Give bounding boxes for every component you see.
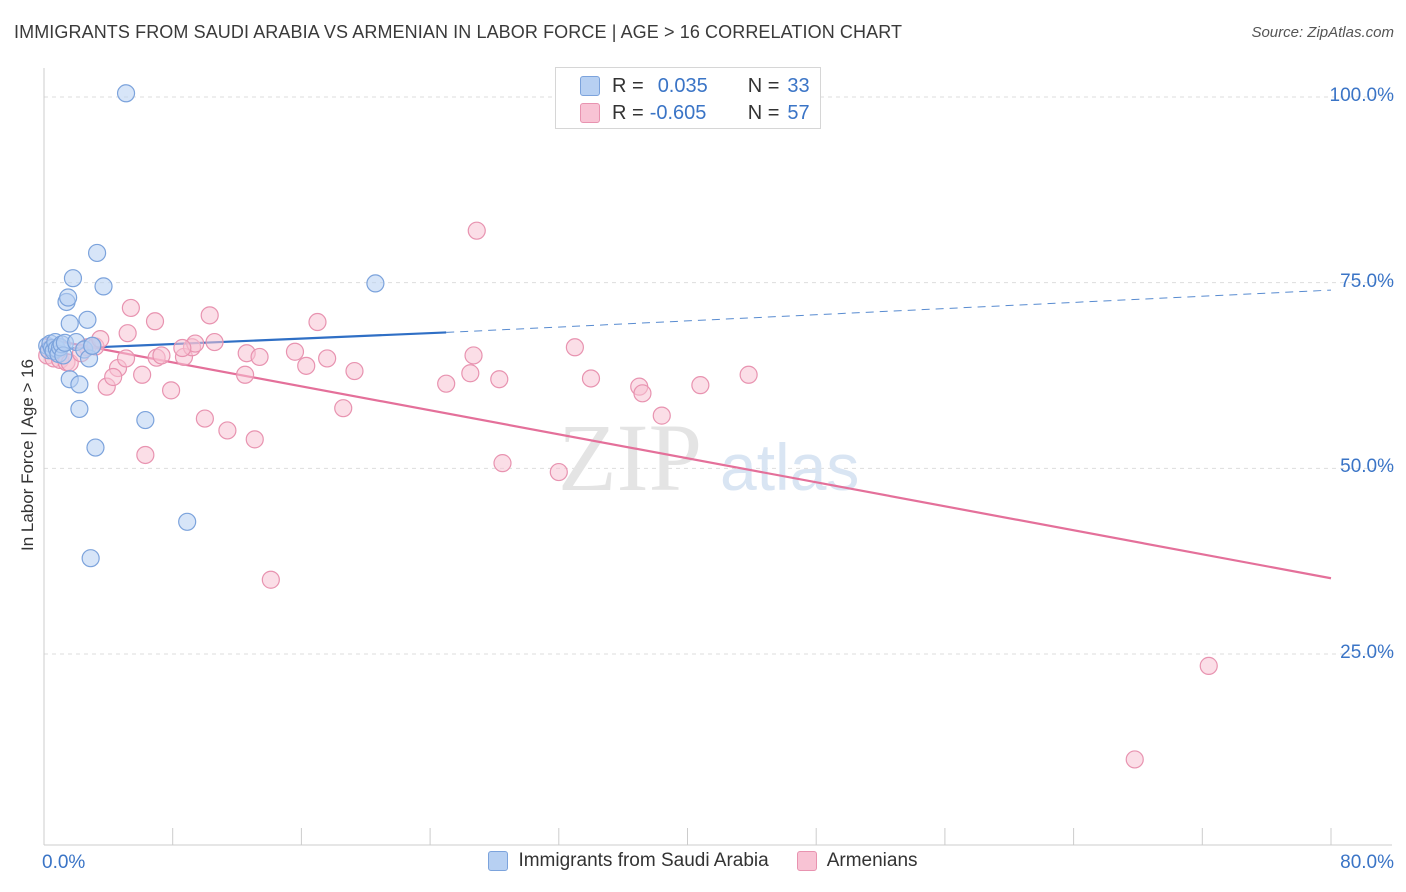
- point-armenian: [136, 445, 155, 465]
- stats-legend: R = 0.035 N = 33 R = -0.605 N = 57: [555, 67, 821, 129]
- point-armenian: [493, 454, 512, 473]
- watermark-atlas: atlas: [720, 430, 859, 504]
- y-tick-label: 100.0%: [1329, 85, 1394, 106]
- n-value: 57: [787, 101, 810, 124]
- point-saudi: [87, 243, 107, 263]
- point-saudi: [83, 336, 102, 355]
- axes: [43, 68, 1392, 846]
- point-armenian: [200, 306, 219, 325]
- r-label: R =: [612, 74, 644, 97]
- point-armenian: [133, 365, 152, 384]
- chart-title: IMMIGRANTS FROM SAUDI ARABIA VS ARMENIAN…: [14, 22, 903, 42]
- point-saudi: [60, 314, 79, 333]
- stats-swatch-pink: [580, 103, 600, 123]
- trend-line-saudi: [43, 331, 447, 351]
- point-armenian: [152, 346, 171, 365]
- y-tick-label: 50.0%: [1340, 456, 1394, 478]
- point-armenian: [1125, 750, 1144, 769]
- y-tick-label: 75.0%: [1340, 270, 1394, 292]
- point-armenian: [467, 221, 486, 240]
- point-armenian: [121, 298, 140, 318]
- point-saudi: [136, 410, 155, 430]
- point-armenian: [691, 376, 710, 395]
- point-armenian: [437, 374, 456, 393]
- data-points: [38, 84, 1218, 769]
- point-armenian: [318, 349, 337, 368]
- x-tick-label: 80.0%: [1340, 852, 1394, 873]
- point-armenian: [549, 462, 568, 482]
- point-armenian: [308, 312, 327, 332]
- legend-label-saudi: Immigrants from Saudi Arabia: [518, 850, 769, 871]
- point-saudi: [59, 288, 78, 307]
- stats-row-armenian: R = -0.605 N = 57: [580, 100, 810, 126]
- point-armenian: [173, 338, 192, 358]
- legend-swatch-blue: [488, 851, 509, 871]
- legend-swatch-pink: [796, 851, 817, 871]
- point-armenian: [261, 570, 280, 589]
- point-armenian: [345, 361, 364, 381]
- point-armenian: [652, 406, 671, 425]
- point-armenian: [145, 312, 165, 331]
- point-armenian: [581, 369, 601, 388]
- point-armenian: [739, 365, 758, 384]
- y-tick-label: 25.0%: [1340, 642, 1394, 663]
- point-armenian: [334, 399, 353, 418]
- x-tick-label: 0.0%: [42, 852, 86, 873]
- point-armenian: [116, 349, 136, 368]
- trend-line-saudi-extension: [446, 289, 1332, 333]
- point-saudi: [366, 274, 385, 293]
- point-saudi: [94, 277, 113, 296]
- point-armenian: [245, 430, 264, 449]
- point-saudi: [81, 549, 100, 568]
- point-saudi: [178, 512, 197, 531]
- legend-item-saudi[interactable]: Immigrants from Saudi Arabia: [488, 850, 769, 872]
- legend-item-armenians[interactable]: Armenians: [796, 850, 918, 872]
- point-saudi: [86, 438, 105, 457]
- point-armenian: [633, 384, 652, 403]
- point-armenian: [250, 347, 269, 367]
- r-value: -0.605: [649, 101, 707, 124]
- point-saudi: [63, 269, 83, 288]
- point-armenian: [195, 409, 214, 428]
- watermark: ZIP atlas: [558, 404, 859, 511]
- n-label: N =: [747, 101, 780, 124]
- r-value: 0.035: [657, 74, 708, 97]
- point-saudi: [78, 310, 97, 329]
- point-armenian: [235, 365, 255, 384]
- point-armenian: [205, 332, 224, 352]
- stats-swatch-blue: [580, 76, 600, 96]
- point-armenian: [490, 370, 509, 389]
- point-armenian: [161, 381, 181, 400]
- point-armenian: [297, 356, 316, 375]
- trend-line-armenians: [43, 337, 1332, 580]
- source-label: Source: ZipAtlas.com: [1251, 24, 1394, 41]
- stats-row-saudi: R = 0.035 N = 33: [580, 73, 810, 99]
- point-armenian: [104, 367, 123, 387]
- point-saudi: [116, 84, 136, 103]
- legend-label-armenians: Armenians: [826, 850, 918, 871]
- point-armenian: [461, 364, 480, 383]
- trend-lines: [43, 289, 1332, 580]
- point-armenian: [218, 421, 237, 440]
- legend: Immigrants from Saudi Arabia Armenians: [0, 850, 1406, 872]
- point-armenian: [118, 324, 137, 343]
- n-value: 33: [787, 74, 810, 97]
- r-label: R =: [612, 101, 644, 124]
- n-label: N =: [747, 74, 780, 97]
- point-armenian: [1199, 656, 1218, 675]
- y-axis-label: In Labor Force | Age > 16: [18, 358, 37, 552]
- point-saudi: [70, 375, 89, 394]
- point-armenian: [565, 338, 584, 357]
- point-armenian: [464, 346, 483, 365]
- point-armenian: [285, 342, 305, 361]
- point-saudi: [70, 399, 89, 419]
